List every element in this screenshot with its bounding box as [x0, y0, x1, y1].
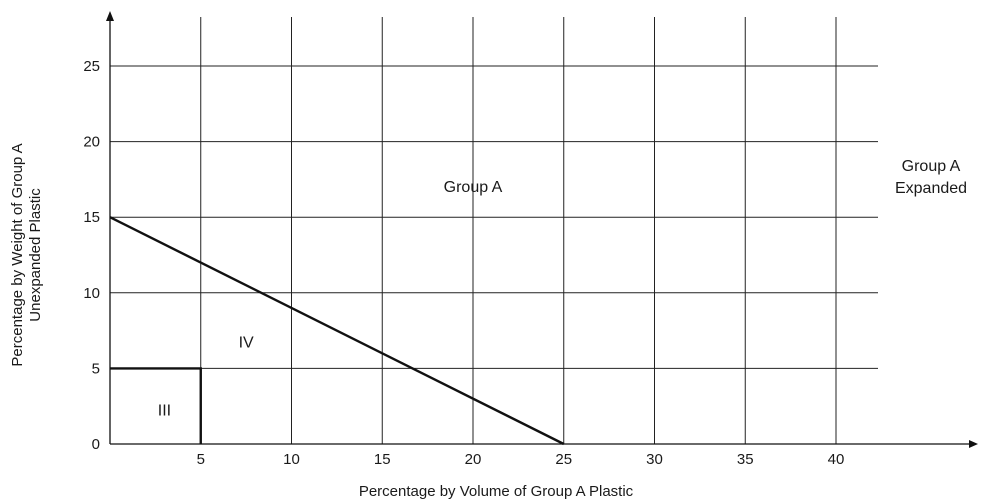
region-label-1: Group A [444, 179, 503, 196]
x-tick-label-35: 35 [737, 451, 754, 468]
grid [110, 17, 878, 444]
y-tick-label-20: 20 [83, 134, 100, 151]
x-axis-label: Percentage by Volume of Group A Plastic [359, 483, 634, 499]
axes [106, 11, 978, 448]
series-line-1 [109, 216, 565, 446]
y-axis-label-line-1: Percentage by Weight of Group A [9, 143, 26, 366]
region-labels: Group A IV III [158, 179, 503, 420]
y-axis-label: Percentage by Weight of Group A Unexpand… [9, 143, 44, 366]
y-tick-label-25: 25 [83, 58, 100, 75]
x-tick-label-40: 40 [828, 451, 845, 468]
x-tick-label-20: 20 [465, 451, 482, 468]
y-tick-label-10: 10 [83, 285, 100, 302]
x-tick-label-10: 10 [283, 451, 300, 468]
region-label-2: IV [239, 335, 254, 352]
outside-label-line-1: Group A [902, 158, 961, 175]
tick-labels: 5 10 15 20 25 30 35 40 0 5 10 15 20 25 [83, 58, 844, 468]
y-axis-arrow [106, 11, 114, 21]
series [109, 216, 565, 446]
region-label-3: III [158, 403, 171, 420]
y-tick-label-5: 5 [92, 360, 100, 377]
y-tick-label-0: 0 [92, 436, 100, 453]
x-tick-label-25: 25 [555, 451, 572, 468]
y-axis-label-line-2: Unexpanded Plastic [27, 188, 44, 322]
x-tick-label-30: 30 [646, 451, 663, 468]
x-tick-label-5: 5 [197, 451, 205, 468]
y-tick-label-15: 15 [83, 209, 100, 226]
outside-label-line-2: Expanded [895, 180, 967, 197]
series-line-2 [110, 367, 202, 444]
outside-label: Group A Expanded [895, 158, 967, 197]
x-axis-arrow [969, 440, 978, 448]
x-tick-label-15: 15 [374, 451, 391, 468]
